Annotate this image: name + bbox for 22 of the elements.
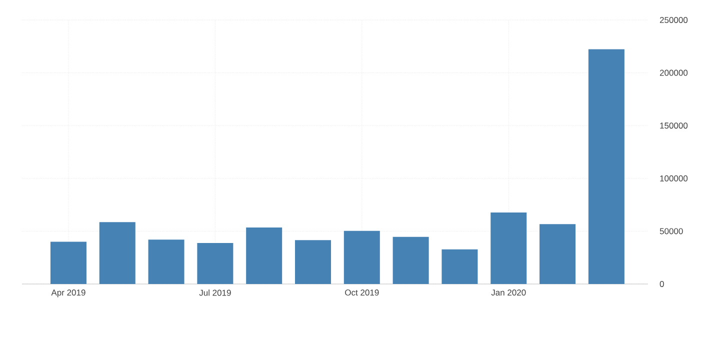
x-tick-label: Jul 2019 (199, 290, 231, 296)
y-tick-label: 200000 (660, 70, 688, 76)
x-tick-label: Apr 2019 (51, 290, 86, 298)
y-tick-label: 50000 (660, 228, 683, 234)
bar (588, 49, 624, 284)
bar (490, 212, 527, 284)
bar (294, 240, 331, 284)
y-tick-label: 150000 (660, 122, 688, 129)
bar (442, 249, 478, 284)
x-tick-label: Oct 2019 (345, 290, 379, 296)
bar (540, 224, 576, 284)
bar (392, 236, 429, 284)
y-tick-label: 0 (660, 280, 664, 288)
y-tick-label: 100000 (660, 175, 688, 182)
y-tick-label: 250000 (660, 16, 688, 24)
bar (197, 243, 234, 284)
bar (50, 242, 86, 284)
bar (148, 240, 184, 284)
bar (246, 228, 282, 284)
bar (99, 222, 136, 284)
x-tick-label: Jan 2020 (491, 290, 526, 296)
bar (344, 230, 380, 284)
